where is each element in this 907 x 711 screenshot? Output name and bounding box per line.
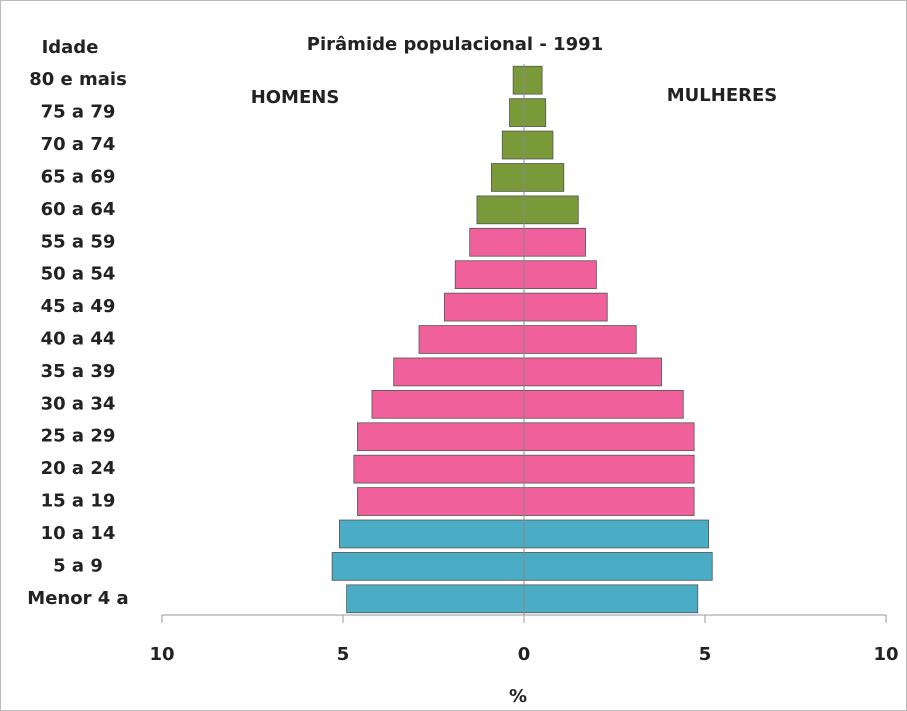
bar — [523, 325, 637, 354]
bar — [501, 130, 525, 160]
y-tick-label: 25 a 29 — [41, 426, 116, 447]
y-tick-label: 40 a 44 — [41, 329, 116, 350]
bar — [523, 357, 662, 387]
bar — [509, 98, 525, 127]
y-tick-label: 45 a 49 — [41, 296, 116, 317]
series-label: HOMENS — [251, 87, 340, 108]
y-tick-label: 30 a 34 — [41, 393, 116, 414]
bar — [523, 130, 554, 160]
x-tick-label: 5 — [337, 644, 350, 665]
y-tick-label: 50 a 54 — [41, 264, 116, 285]
x-tick-label: 5 — [699, 644, 712, 665]
bar — [523, 487, 695, 516]
bar — [331, 552, 525, 581]
bar — [443, 292, 525, 322]
bar — [523, 195, 579, 225]
bar — [476, 195, 525, 225]
y-tick-label: 80 e mais — [29, 69, 127, 90]
y-tick-label: 60 a 64 — [41, 199, 116, 220]
y-tick-label: Menor 4 a — [27, 588, 128, 609]
bar — [491, 163, 525, 192]
bar — [346, 584, 525, 614]
bar — [469, 227, 525, 257]
bar — [523, 519, 710, 549]
y-tick-label: 15 a 19 — [41, 491, 116, 512]
bar — [512, 65, 525, 95]
bar — [523, 422, 695, 452]
y-axis-label: Idade — [42, 37, 99, 58]
x-tick-label: 0 — [518, 644, 531, 665]
x-axis-label: % — [509, 686, 527, 707]
series-label: MULHERES — [667, 85, 777, 106]
bar — [454, 260, 525, 290]
bar — [353, 454, 525, 484]
bar — [338, 519, 525, 549]
bar — [523, 454, 695, 484]
y-tick-label: 35 a 39 — [41, 361, 116, 382]
x-tick-label: 10 — [149, 644, 174, 665]
bar — [357, 487, 525, 516]
y-tick-label: 5 a 9 — [53, 555, 103, 576]
chart-title: Pirâmide populacional - 1991 — [307, 34, 603, 55]
bar — [523, 98, 547, 127]
y-tick-label: 75 a 79 — [41, 102, 116, 123]
bar — [523, 163, 565, 192]
y-tick-label: 10 a 14 — [41, 523, 116, 544]
bar — [523, 292, 608, 322]
bar — [357, 422, 525, 452]
bar — [523, 227, 586, 257]
bar — [523, 65, 543, 95]
y-tick-label: 20 a 24 — [41, 458, 116, 479]
bar — [523, 260, 597, 290]
y-tick-label: 65 a 69 — [41, 166, 116, 187]
bar — [371, 389, 525, 419]
y-tick-label: 70 a 74 — [41, 134, 116, 155]
bar — [393, 357, 525, 387]
bar — [523, 552, 713, 581]
bar — [418, 325, 525, 354]
y-tick-label: 55 a 59 — [41, 231, 116, 252]
bar — [523, 389, 684, 419]
x-tick-label: 10 — [873, 644, 898, 665]
bar — [523, 584, 699, 614]
